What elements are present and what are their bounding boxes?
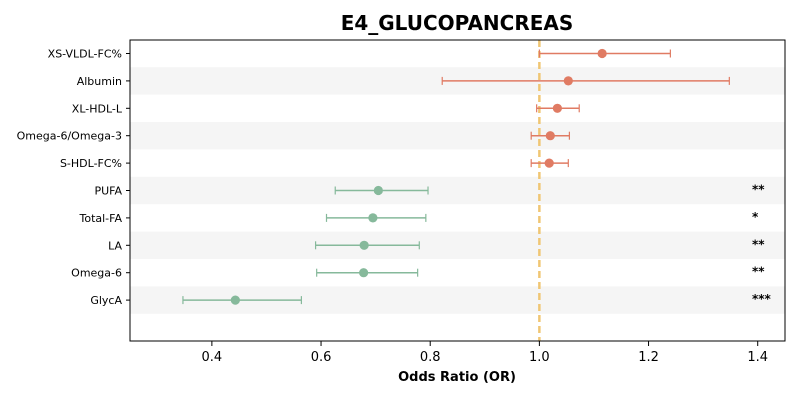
- significance-label: *: [752, 210, 759, 224]
- y-tick-label: XS-VLDL-FC%: [48, 48, 122, 61]
- row-bands: [130, 67, 785, 314]
- or-point: [368, 213, 378, 223]
- chart-title: E4_GLUCOPANCREAS: [341, 11, 574, 35]
- y-tick-label: GlycA: [90, 294, 122, 307]
- y-tick-label: Omega-6: [71, 267, 122, 280]
- x-tick-label: 1.2: [638, 350, 659, 365]
- significance-label: ***: [752, 292, 772, 306]
- or-point: [597, 48, 607, 59]
- y-tick-label: Total-FA: [78, 212, 122, 225]
- or-point: [545, 131, 555, 141]
- row-band: [130, 231, 785, 259]
- x-axis-label: Odds Ratio (OR): [398, 370, 516, 385]
- y-tick-label: S-HDL-FC%: [60, 157, 122, 170]
- or-point: [544, 158, 554, 168]
- row-band: [130, 176, 785, 205]
- or-point: [563, 76, 573, 86]
- significance-label: **: [752, 237, 765, 251]
- y-axis-ticks: XS-VLDL-FC% Albumin XL-HDL-L Omega-6/Omega-…: [17, 48, 130, 307]
- significance-label: **: [752, 265, 765, 279]
- x-tick-label: 0.8: [420, 350, 441, 365]
- y-tick-label: LA: [108, 239, 122, 252]
- or-point: [359, 268, 369, 278]
- y-tick-label: Albumin: [77, 75, 122, 88]
- data-marks: **********: [182, 48, 772, 306]
- y-tick-label: PUFA: [94, 185, 122, 198]
- x-tick-label: 1.0: [529, 350, 550, 365]
- or-point: [373, 185, 383, 196]
- or-point: [552, 103, 562, 113]
- or-point: [359, 240, 369, 250]
- y-tick-label: XL-HDL-L: [72, 102, 123, 115]
- or-point: [230, 295, 240, 305]
- x-tick-label: 1.4: [747, 350, 768, 365]
- y-tick-label: Omega-6/Omega-3: [17, 130, 122, 143]
- x-tick-label: 0.6: [311, 350, 332, 365]
- x-axis-ticks: 0.4 0.6 0.8 1.0 1.2 1.4: [202, 341, 768, 365]
- row-band: [130, 122, 785, 150]
- x-tick-label: 0.4: [202, 350, 223, 365]
- significance-label: **: [752, 183, 765, 197]
